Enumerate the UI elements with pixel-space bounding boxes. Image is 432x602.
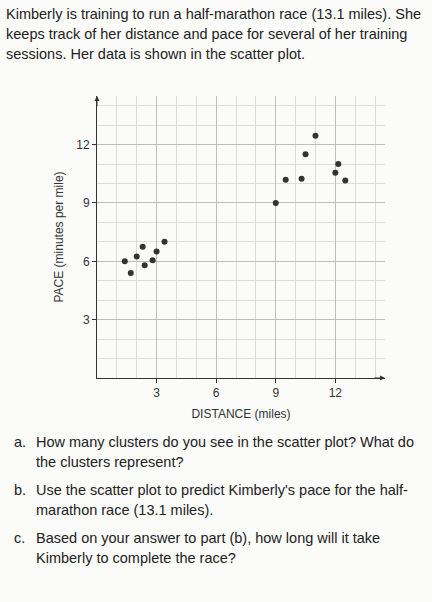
svg-text:PACE (minutes per mile): PACE (minutes per mile) bbox=[52, 171, 66, 302]
html-text:Kimberly is training to run a: Kimberly is training to run a half-marat… bbox=[6, 6, 421, 62]
svg-text:DISTANCE (miles): DISTANCE (miles) bbox=[191, 407, 290, 421]
svg-text:6: 6 bbox=[213, 386, 220, 400]
svg-text:6: 6 bbox=[83, 255, 90, 269]
svg-text:3: 3 bbox=[83, 313, 90, 327]
html-text:Use the scatter plot to predic: Use the scatter plot to predict Kimberly… bbox=[36, 482, 408, 518]
html-text:Based on your answer to part (: Based on your answer to part (b), how lo… bbox=[36, 530, 381, 566]
html-text:a.: a. bbox=[14, 434, 27, 450]
svg-text:9: 9 bbox=[272, 386, 279, 400]
html-text:How many clusters do you see i: How many clusters do you see in the scat… bbox=[36, 434, 414, 470]
svg-text:12: 12 bbox=[76, 138, 90, 152]
html-text:c.: c. bbox=[14, 530, 26, 546]
svg-text:9: 9 bbox=[83, 196, 90, 210]
svg-text:12: 12 bbox=[329, 386, 343, 400]
svg-text:3: 3 bbox=[153, 386, 160, 400]
html-text:b.: b. bbox=[14, 482, 27, 498]
